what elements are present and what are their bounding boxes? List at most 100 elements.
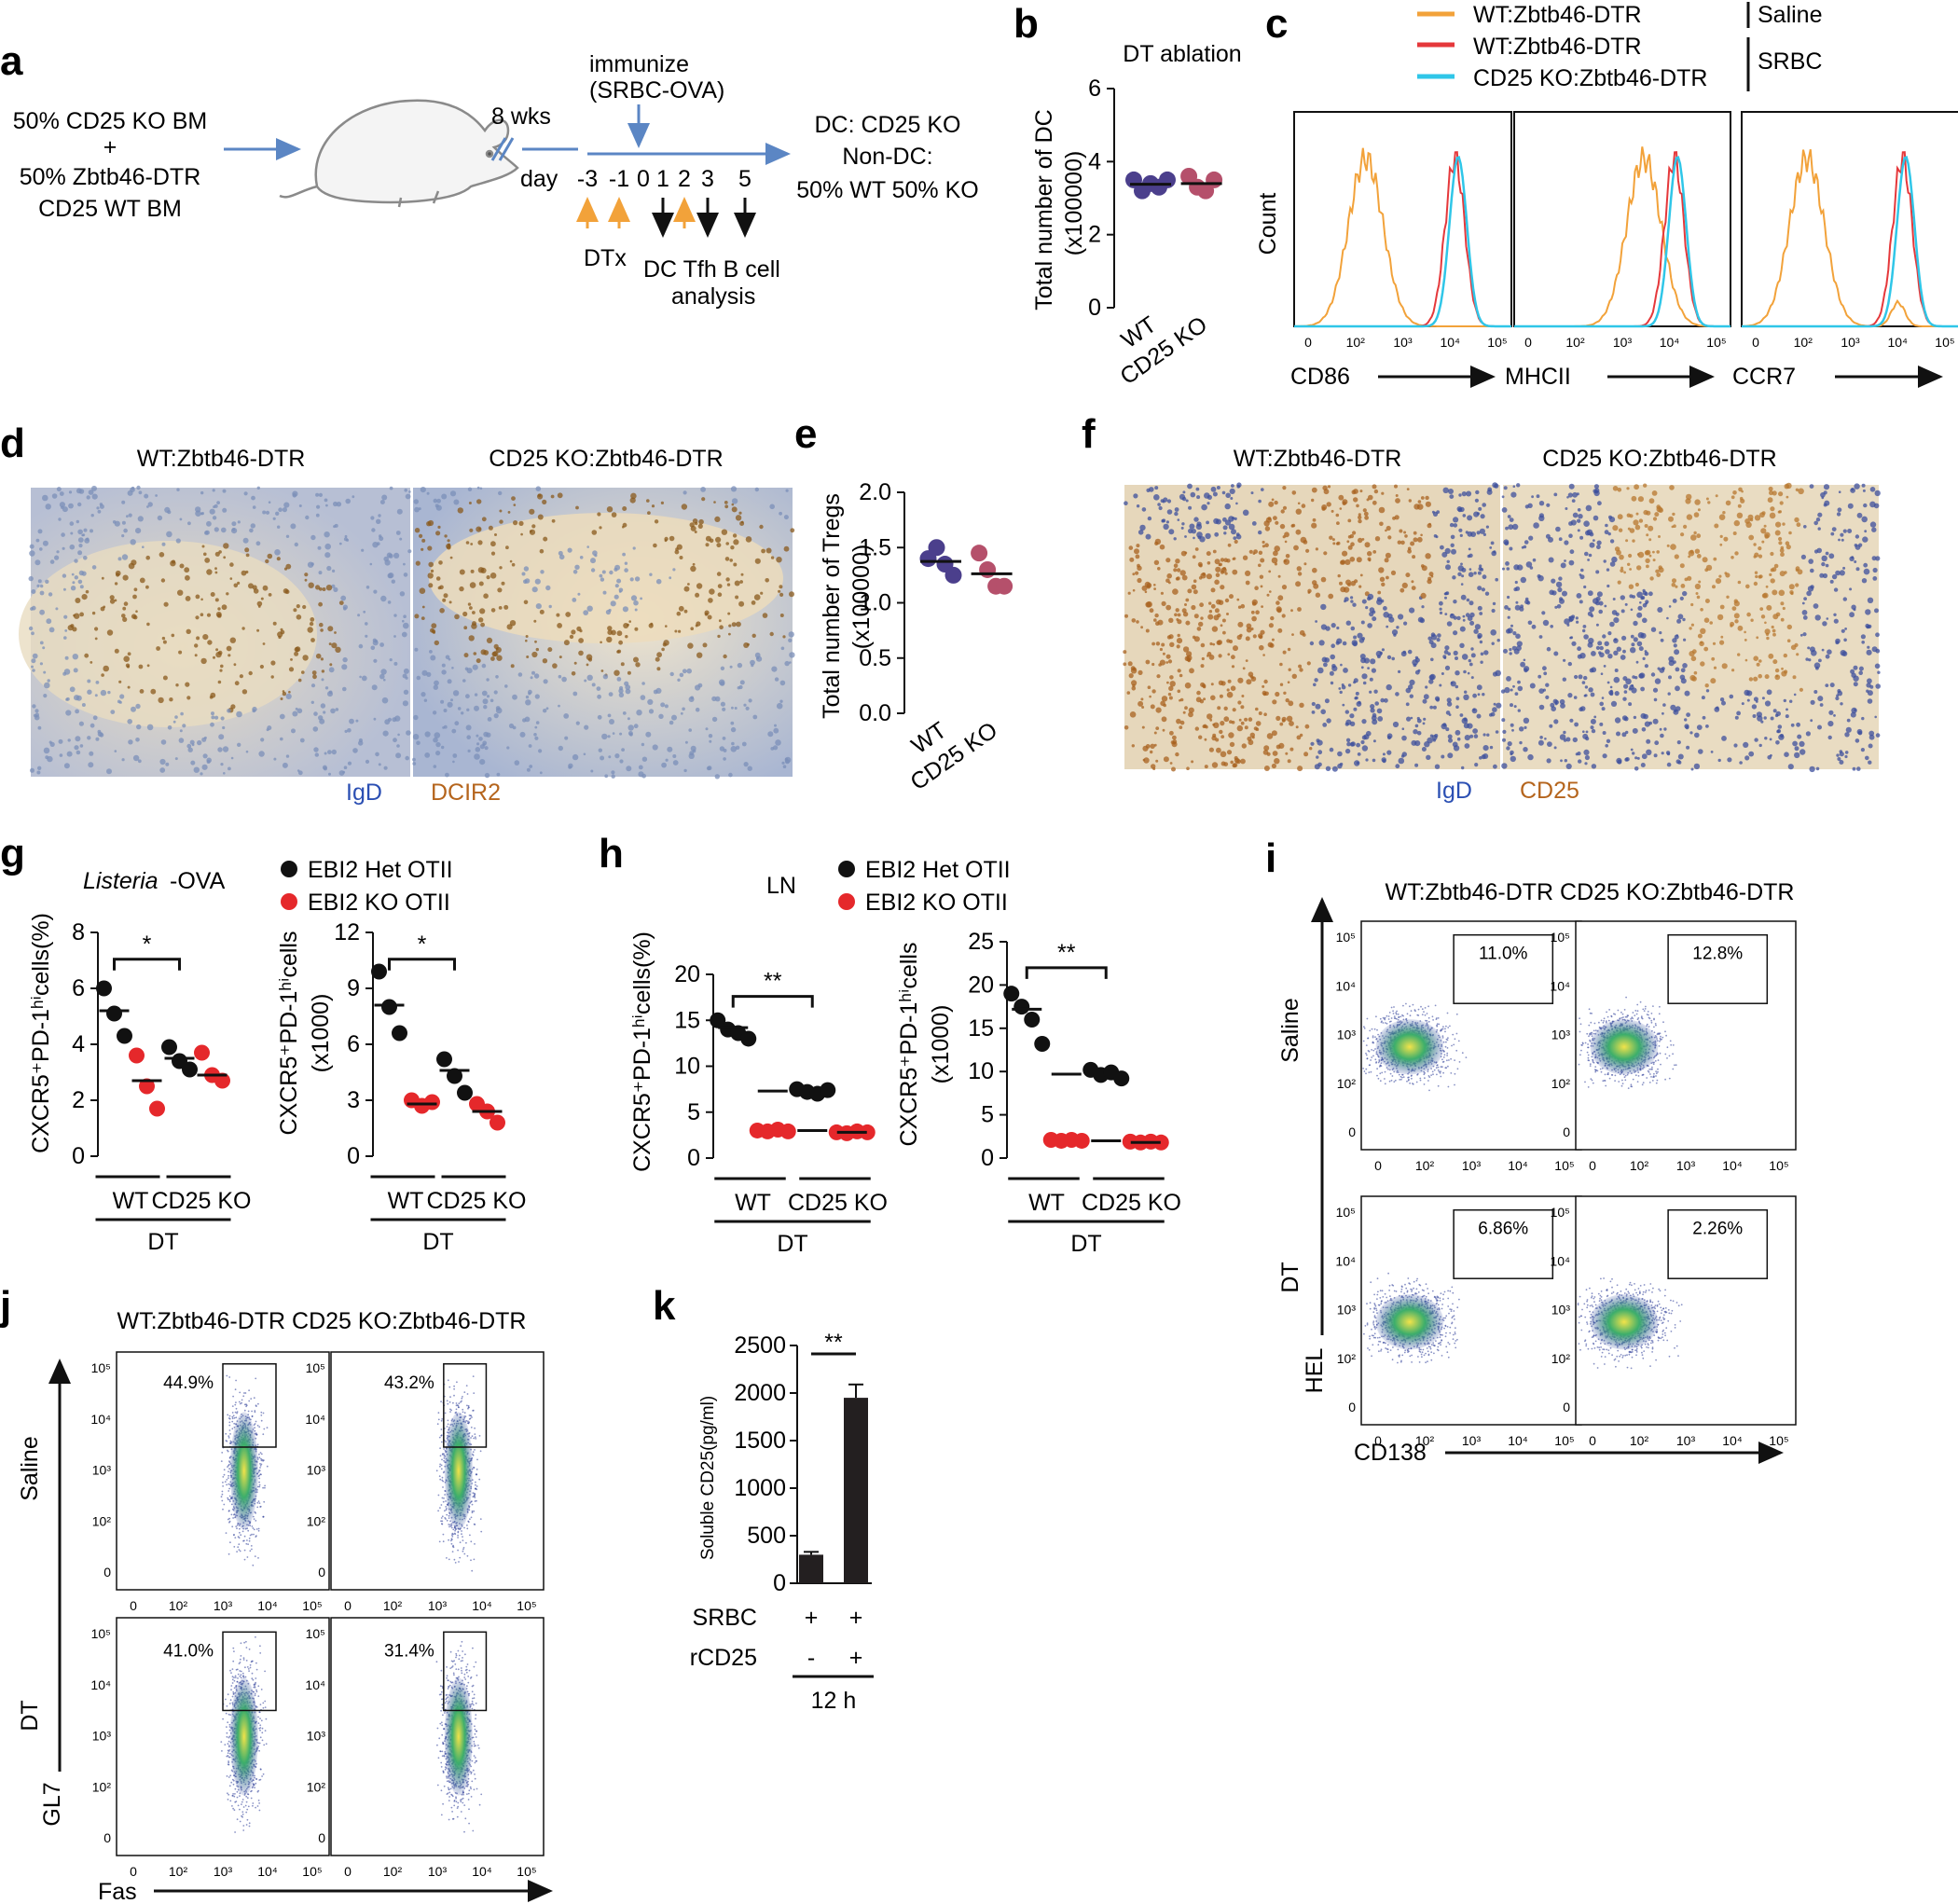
micrograph-cell xyxy=(1377,590,1382,595)
micrograph-cell xyxy=(1361,735,1367,740)
micrograph-cell xyxy=(1182,612,1189,617)
micrograph-cell xyxy=(1765,585,1769,588)
i-plot-event xyxy=(1362,1040,1365,1042)
micrograph-cell xyxy=(305,515,310,520)
micrograph-cell xyxy=(1420,496,1425,500)
g-left-y-tick-label: 6 xyxy=(72,975,85,1001)
micrograph-cell xyxy=(1861,578,1868,584)
micrograph-cell xyxy=(713,501,716,504)
micrograph-cell xyxy=(358,643,364,649)
micrograph-cell xyxy=(363,610,366,614)
micrograph-cell xyxy=(1627,562,1631,566)
micrograph-cell xyxy=(1220,761,1226,766)
micrograph-cell xyxy=(1671,583,1676,587)
c-x-tick: 10⁵ xyxy=(1487,335,1507,350)
micrograph-cell xyxy=(1367,623,1372,628)
micrograph-cell xyxy=(607,713,612,718)
micrograph-cell xyxy=(1135,554,1140,559)
micrograph-cell xyxy=(1250,491,1254,495)
micrograph-cell xyxy=(1259,574,1264,579)
micrograph-cell xyxy=(1229,594,1234,600)
mouse-icon xyxy=(279,99,519,208)
micrograph-cell xyxy=(731,498,738,504)
micrograph-cell xyxy=(87,736,91,740)
micrograph-cell xyxy=(590,558,596,564)
micrograph-cell xyxy=(175,538,181,544)
micrograph-cell xyxy=(1261,488,1264,491)
micrograph-cell xyxy=(1551,590,1557,596)
micrograph-cell xyxy=(607,626,613,631)
micrograph-cell xyxy=(647,511,651,515)
micrograph-cell xyxy=(574,564,580,570)
micrograph-cell xyxy=(214,567,217,571)
micrograph-cell xyxy=(434,504,439,508)
micrograph-cell xyxy=(1829,683,1835,688)
micrograph-cell xyxy=(1161,518,1165,523)
micrograph-cell xyxy=(327,750,332,754)
i-plot-event xyxy=(1658,1013,1661,1015)
micrograph-cell xyxy=(1145,659,1151,665)
micrograph-cell xyxy=(1644,524,1648,528)
micrograph-cell xyxy=(1444,665,1451,671)
micrograph-cell xyxy=(1603,559,1606,563)
micrograph-cell xyxy=(1155,642,1161,646)
micrograph-cell xyxy=(1869,684,1874,689)
micrograph-cell xyxy=(1277,628,1283,633)
micrograph-cell xyxy=(312,726,319,732)
micrograph-cell xyxy=(1453,517,1459,523)
micrograph-cell xyxy=(1349,721,1356,726)
micrograph-cell xyxy=(1267,642,1274,648)
micrograph-cell xyxy=(1196,531,1203,538)
micrograph-cell xyxy=(1756,662,1760,667)
micrograph-cell xyxy=(708,734,713,738)
micrograph-cell xyxy=(1430,657,1434,662)
micrograph-cell xyxy=(1367,667,1370,669)
micrograph-cell xyxy=(1760,614,1766,619)
micrograph-cell xyxy=(66,751,73,757)
i-plot-event xyxy=(1446,1012,1449,1014)
micrograph-cell xyxy=(1840,702,1843,706)
micrograph-cell xyxy=(170,560,176,567)
micrograph-cell xyxy=(1584,551,1589,557)
micrograph-cell xyxy=(672,754,677,758)
micrograph-cell xyxy=(751,633,756,638)
i-plot-event xyxy=(1659,1005,1661,1008)
micrograph-cell xyxy=(509,620,517,627)
micrograph-cell xyxy=(155,494,159,497)
micrograph-cell xyxy=(1140,626,1143,629)
micrograph-cell xyxy=(74,745,79,751)
micrograph-cell xyxy=(1179,673,1183,678)
micrograph-cell xyxy=(490,541,496,547)
micrograph-cell xyxy=(1372,616,1377,622)
micrograph-cell xyxy=(1655,569,1660,573)
micrograph-cell xyxy=(421,538,426,543)
micrograph-cell xyxy=(94,637,98,641)
micrograph-cell xyxy=(1226,688,1230,692)
micrograph-cell xyxy=(1675,585,1678,588)
micrograph-cell xyxy=(736,621,741,628)
g-left-point xyxy=(182,1061,198,1078)
micrograph-cell xyxy=(1371,668,1376,673)
micrograph-cell xyxy=(1405,573,1411,578)
micrograph-cell xyxy=(1441,672,1444,675)
micrograph-cell xyxy=(1182,490,1186,494)
micrograph-cell xyxy=(1230,497,1234,500)
micrograph-cell xyxy=(1770,568,1774,573)
micrograph-cell xyxy=(1408,684,1413,690)
micrograph-cell xyxy=(512,694,517,700)
micrograph-cell xyxy=(1492,707,1497,712)
micrograph-cell xyxy=(443,593,448,599)
micrograph-cell xyxy=(200,490,204,495)
micrograph-cell xyxy=(1634,582,1639,587)
f-micrograph-wt xyxy=(1123,482,1502,772)
i-plot-event xyxy=(1388,1012,1391,1014)
micrograph-cell xyxy=(452,753,458,758)
micrograph-cell xyxy=(1748,677,1754,682)
micrograph-cell xyxy=(1774,674,1781,681)
g-left-group-wt: WT xyxy=(113,1188,149,1214)
micrograph-cell xyxy=(1682,617,1686,622)
micrograph-cell xyxy=(1844,754,1848,759)
micrograph-cell xyxy=(1468,600,1474,606)
micrograph-cell xyxy=(1375,650,1383,657)
micrograph-cell xyxy=(1593,539,1595,542)
